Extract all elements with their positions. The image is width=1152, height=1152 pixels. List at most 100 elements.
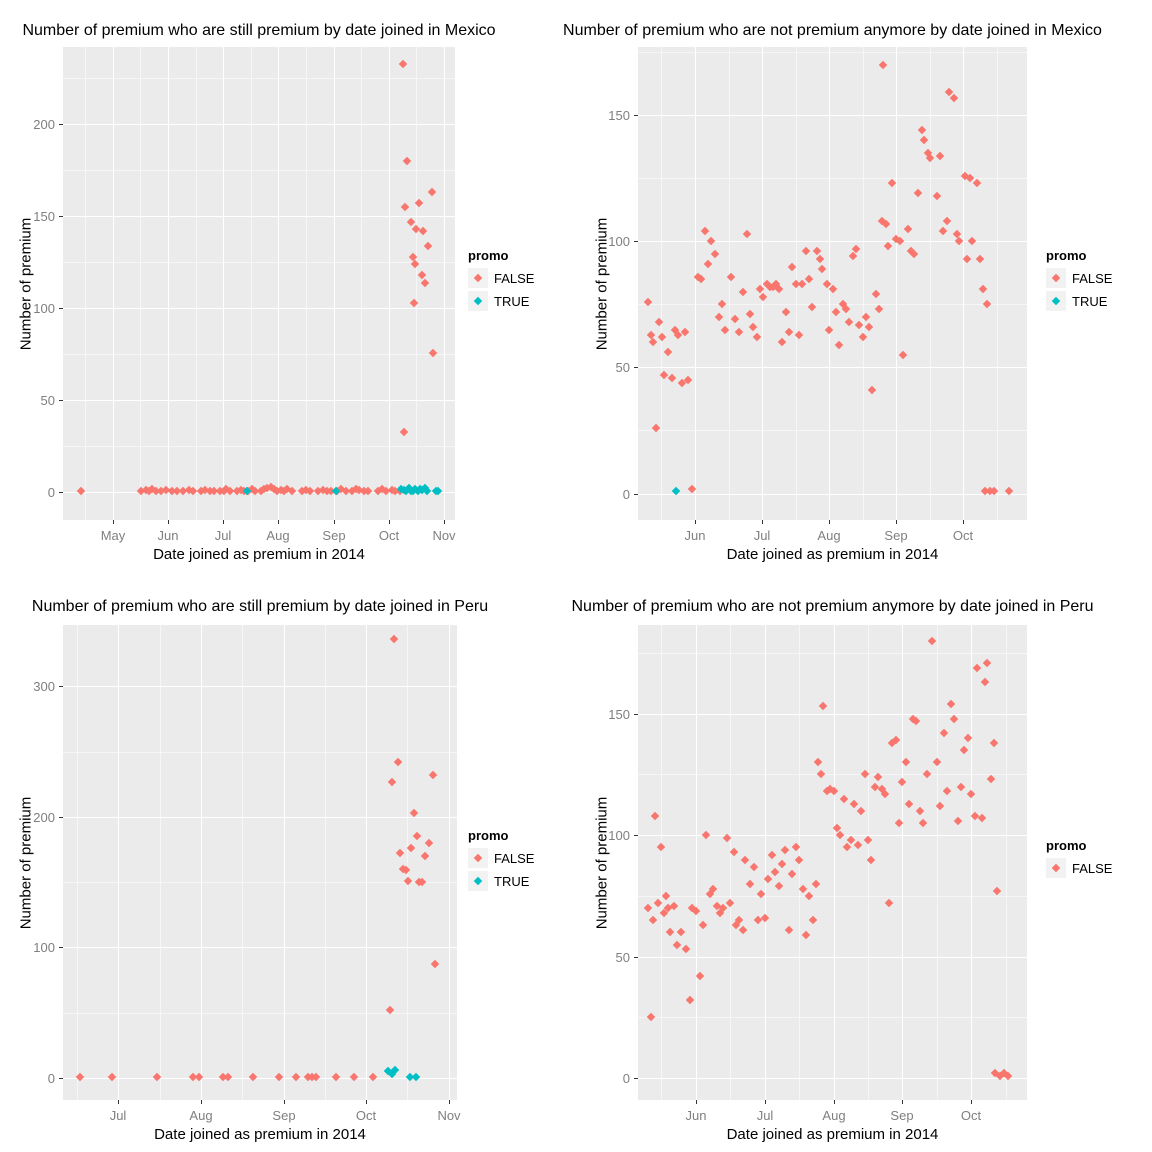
x-tick-label: Oct (355, 1108, 377, 1123)
x-major-gridline (284, 625, 285, 1100)
y-axis-title: Number of premium (593, 796, 611, 929)
data-point-false (420, 851, 430, 861)
data-point-false (836, 830, 845, 840)
panel-peru-not-premium: Number of premium who are not premium an… (571, 576, 1152, 1152)
y-minor-gridline (63, 262, 455, 263)
legend-item-true: TRUE (468, 291, 534, 311)
data-point-false (808, 915, 818, 925)
data-point-false (949, 93, 959, 102)
data-point-false (867, 855, 876, 864)
legend-key-swatch (1046, 858, 1066, 878)
legend-title: promo (468, 248, 509, 263)
legend-item-label: FALSE (494, 850, 535, 866)
data-point-false (777, 860, 787, 869)
y-tick-mark (634, 957, 638, 958)
y-minor-gridline (638, 52, 1027, 53)
data-point-false (676, 928, 685, 937)
x-major-gridline (113, 47, 114, 520)
legend-key-swatch (468, 268, 488, 288)
x-minor-gridline (407, 625, 408, 1100)
data-point-false (349, 1072, 359, 1081)
y-major-gridline (63, 686, 457, 687)
y-minor-gridline (638, 430, 1027, 431)
legend-items: FALSE TRUE (1046, 268, 1112, 311)
x-major-gridline (762, 47, 763, 520)
x-major-gridline (963, 47, 964, 520)
y-tick-label: 300 (33, 679, 55, 694)
data-point-false (663, 347, 673, 357)
true-diamond-icon (473, 296, 483, 306)
data-point-false (794, 855, 804, 864)
x-minor-gridline (730, 625, 731, 1100)
x-major-gridline (765, 625, 766, 1100)
y-tick-label: 50 (40, 393, 55, 408)
data-point-false (932, 191, 941, 201)
x-tick-label: Jul (753, 528, 771, 543)
data-point-false (681, 945, 690, 954)
data-point-false (910, 249, 919, 259)
data-point-false (883, 242, 893, 251)
x-tick-mark (389, 520, 390, 524)
y-tick-mark (634, 714, 638, 715)
x-tick-mark (201, 1100, 202, 1104)
data-point-false (76, 486, 85, 495)
x-minor-gridline (729, 47, 730, 520)
data-point-false (291, 1072, 301, 1081)
false-diamond-icon (1051, 863, 1061, 873)
data-point-false (413, 832, 422, 841)
x-tick-label: Nov (432, 528, 456, 543)
data-point-false (409, 298, 419, 308)
legend-item-true: TRUE (1046, 291, 1112, 311)
data-point-false (745, 310, 755, 319)
data-point-false (863, 835, 873, 845)
x-tick-mark (696, 1100, 697, 1104)
x-tick-mark (444, 520, 445, 524)
data-point-false (700, 226, 710, 236)
data-point-true (434, 486, 443, 495)
x-tick-mark (762, 520, 763, 524)
x-tick-label: Oct (378, 528, 400, 543)
legend-items: FALSE (1046, 858, 1112, 878)
x-axis-title: Date joined as premium in 2014 (153, 546, 365, 563)
data-point-false (423, 241, 433, 251)
x-major-gridline (278, 47, 279, 520)
data-point-false (428, 348, 438, 357)
data-point-false (742, 229, 751, 238)
x-tick-label: Oct (952, 528, 974, 543)
y-minor-gridline (63, 170, 455, 171)
data-point-false (966, 789, 976, 799)
data-point-false (750, 862, 759, 872)
data-point-false (973, 663, 982, 672)
data-point-false (802, 247, 811, 256)
data-point-false (738, 925, 747, 935)
legend: promo FALSE (1046, 838, 1112, 881)
y-major-gridline (638, 494, 1027, 495)
data-point-false (428, 770, 438, 780)
x-tick-label: Jul (109, 1108, 127, 1123)
data-point-false (666, 928, 675, 937)
false-diamond-icon (473, 273, 483, 283)
data-point-false (650, 811, 660, 820)
data-point-false (858, 332, 867, 342)
data-point-false (701, 830, 711, 840)
panel-mexico-not-premium: Number of premium who are not premium an… (563, 0, 1152, 576)
data-point-false (853, 840, 862, 850)
x-tick-mark (223, 520, 224, 524)
y-tick-label: 0 (622, 1071, 630, 1086)
x-major-gridline (168, 47, 169, 520)
x-tick-mark (834, 1100, 835, 1104)
data-point-false (787, 869, 797, 879)
y-major-gridline (638, 1078, 1027, 1079)
x-major-gridline (971, 625, 972, 1100)
data-point-false (915, 806, 924, 816)
legend-item-label: FALSE (494, 270, 535, 286)
data-point-false (767, 850, 776, 859)
data-point-false (824, 325, 834, 334)
y-minor-gridline (638, 774, 1027, 775)
data-point-false (643, 903, 652, 913)
data-point-false (914, 189, 923, 198)
data-point-false (880, 789, 890, 799)
y-tick-label: 200 (33, 117, 55, 132)
plot-title: Number of premium who are still premium … (22, 22, 496, 39)
x-tick-mark (765, 1100, 766, 1104)
